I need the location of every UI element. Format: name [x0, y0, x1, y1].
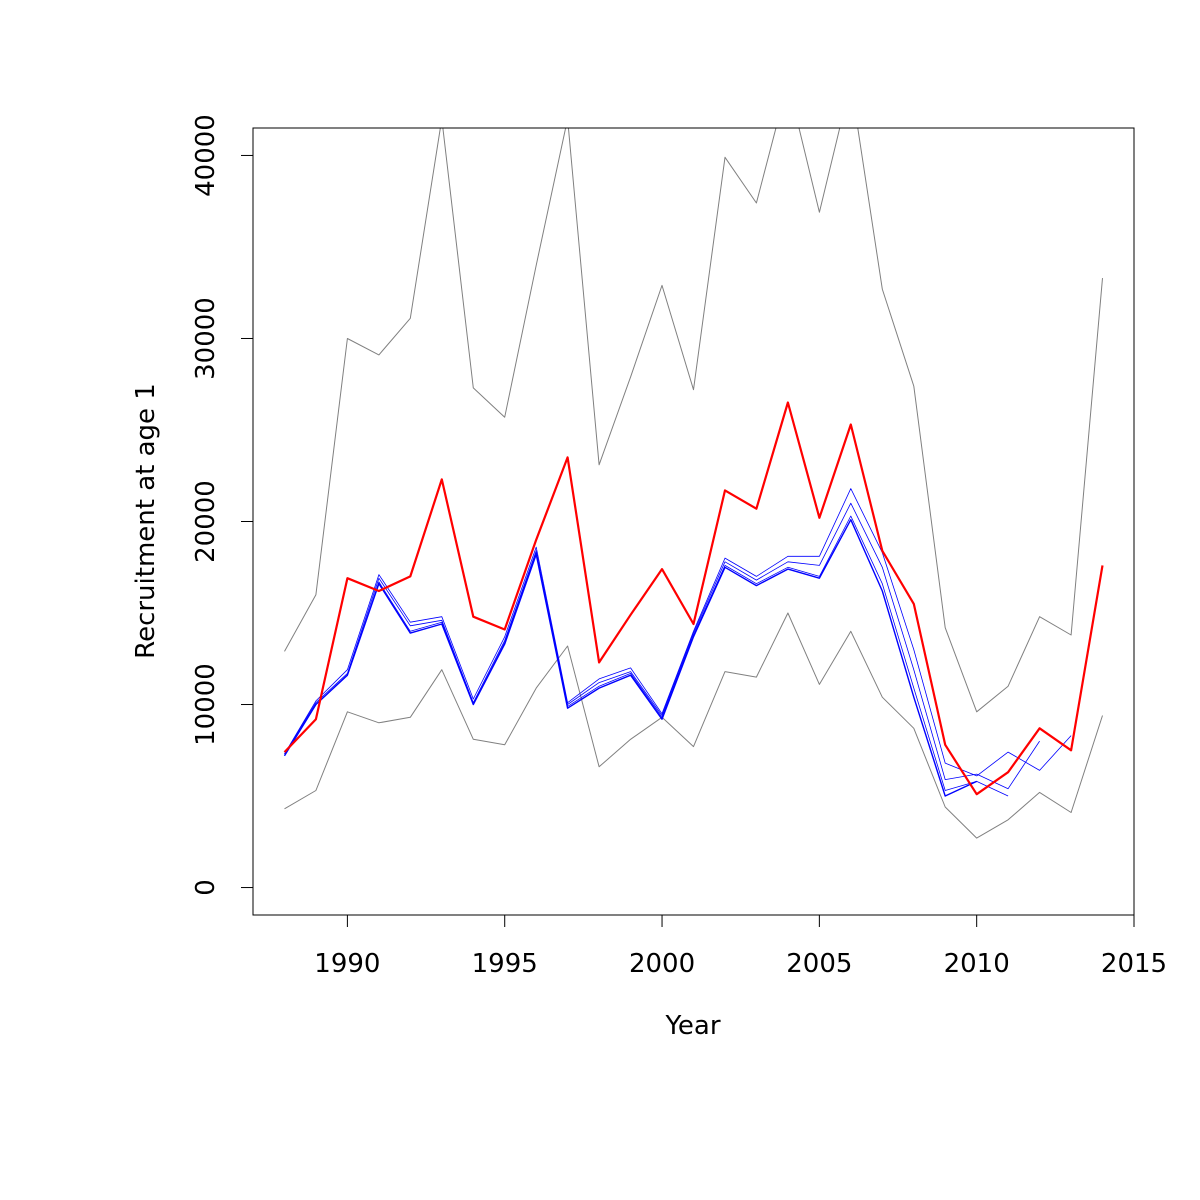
x-tick-label: 1990 — [314, 949, 380, 979]
x-axis-label: Year — [664, 1011, 720, 1041]
x-tick-label: 1995 — [472, 949, 538, 979]
y-tick-label: 20000 — [191, 480, 221, 563]
retrospective-line-3 — [284, 502, 1040, 790]
x-tick-label: 2015 — [1101, 949, 1167, 979]
x-tick-label: 2005 — [786, 949, 852, 979]
retrospective-line-4 — [284, 515, 1009, 797]
y-tick-label: 0 — [191, 879, 221, 896]
x-tick-label: 2000 — [629, 949, 695, 979]
y-axis-label: Recruitment at age 1 — [131, 383, 161, 659]
retrospective-line-2 — [284, 488, 1072, 777]
series-layer — [283, 128, 1104, 839]
y-axis: 0 10000 20000 30000 40000 — [191, 114, 254, 896]
retrospective-line-5 — [283, 519, 977, 797]
main-estimate-line-6 — [283, 401, 1104, 796]
x-axis: 1990 1995 2000 2005 2010 2015 — [314, 914, 1167, 979]
y-tick-label: 10000 — [191, 663, 221, 746]
upper-bound-line-0 — [284, 128, 1103, 713]
y-tick-label: 40000 — [191, 114, 221, 197]
x-tick-label: 2010 — [944, 949, 1010, 979]
lower-bound-line-1 — [284, 612, 1103, 839]
y-tick-label: 30000 — [191, 297, 221, 380]
